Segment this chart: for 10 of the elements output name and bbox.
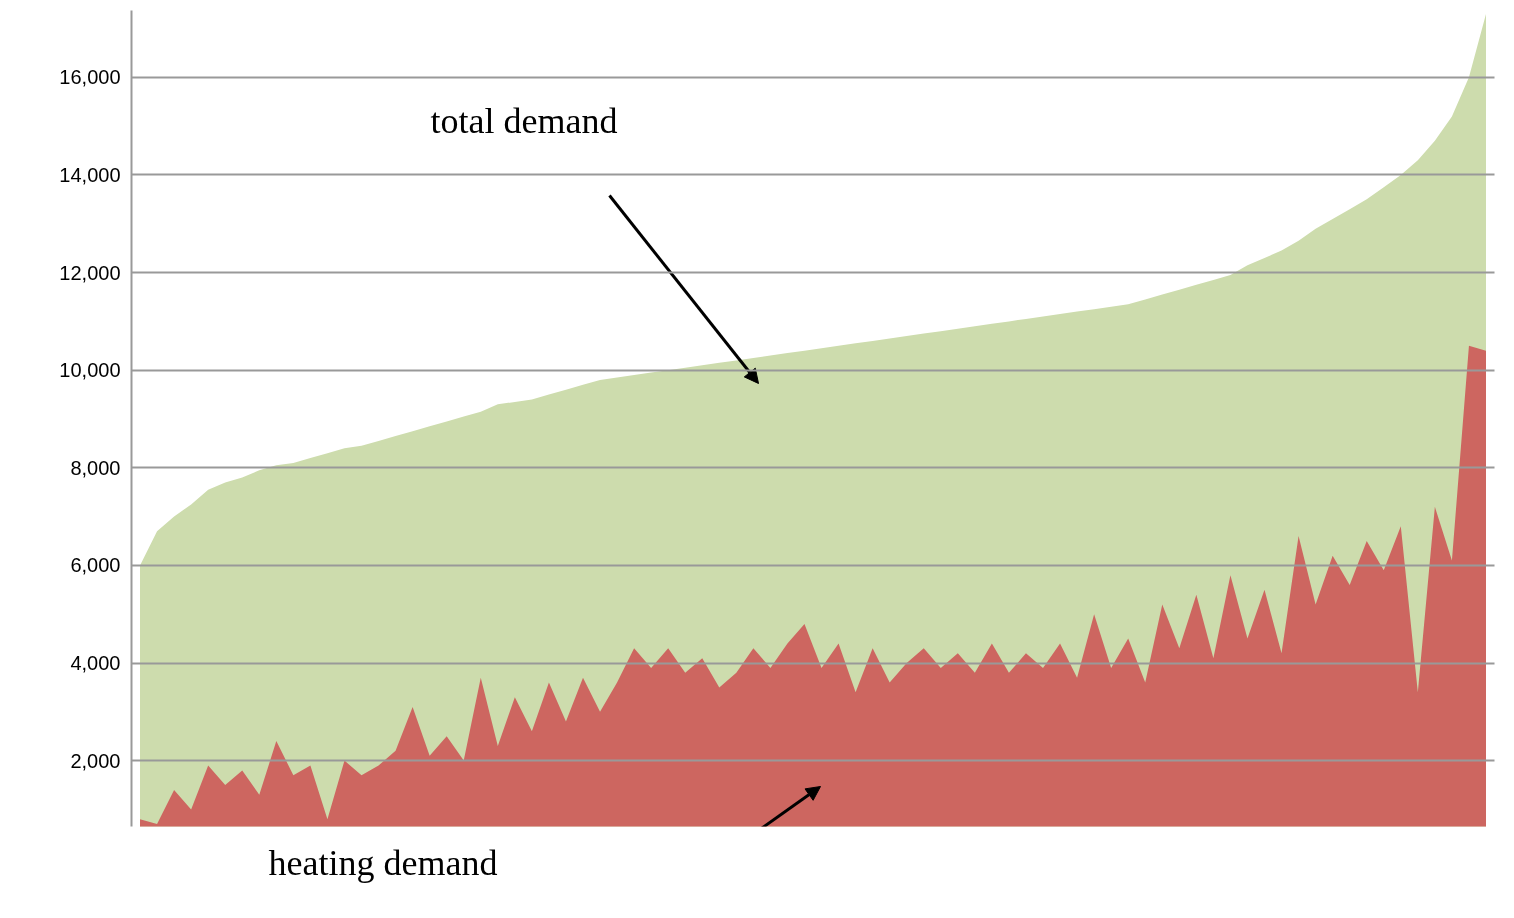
y-tick-label: 4,000: [70, 652, 121, 675]
y-tick-label: 2,000: [70, 749, 121, 772]
y-tick-label: 14,000: [59, 163, 121, 186]
y-tick-label: 12,000: [59, 261, 121, 284]
y-tick-label: 16,000: [59, 66, 121, 89]
y-tick-label: 6,000: [70, 554, 121, 577]
y-tick-label: 10,000: [59, 359, 121, 382]
annotation: total demand: [430, 100, 618, 141]
y-tick-label: 8,000: [70, 456, 121, 479]
text: heating demand: [268, 842, 498, 883]
